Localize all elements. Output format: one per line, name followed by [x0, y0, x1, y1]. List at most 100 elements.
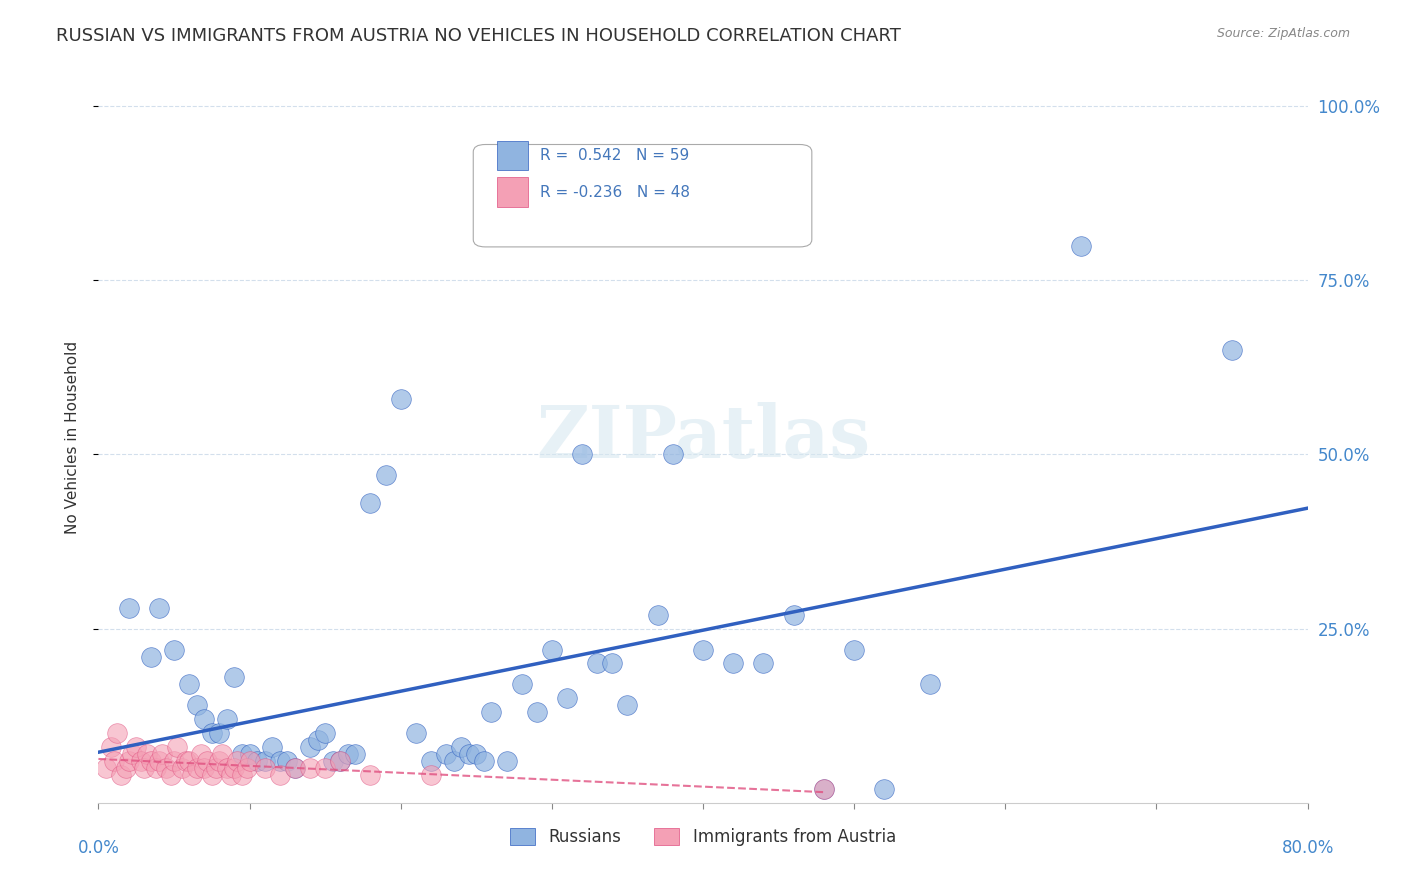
Point [174, 754, 197, 768]
Point [465, 747, 488, 761]
Point [160, 768, 183, 782]
Point [148, 754, 170, 768]
Point [284, 761, 307, 775]
Point [873, 781, 896, 796]
Text: RUSSIAN VS IMMIGRANTS FROM AUSTRIA NO VEHICLES IN HOUSEHOLD CORRELATION CHART: RUSSIAN VS IMMIGRANTS FROM AUSTRIA NO VE… [56, 27, 901, 45]
Point [420, 768, 443, 782]
Point [314, 726, 336, 740]
Point [661, 448, 683, 462]
Point [246, 754, 269, 768]
Point [813, 781, 835, 796]
Point [276, 754, 298, 768]
Point [723, 657, 745, 671]
Text: 0.0%: 0.0% [77, 839, 120, 857]
Point [389, 392, 412, 406]
Point [269, 754, 291, 768]
Point [121, 747, 143, 761]
Point [179, 677, 201, 691]
Legend: Russians, Immigrants from Austria: Russians, Immigrants from Austria [503, 822, 903, 853]
Point [360, 768, 382, 782]
Point [314, 761, 336, 775]
Point [571, 448, 593, 462]
Point [226, 754, 249, 768]
Point [374, 468, 396, 483]
Y-axis label: No Vehicles in Household: No Vehicles in Household [65, 341, 80, 533]
Point [1070, 238, 1092, 252]
Text: ZIPatlas: ZIPatlas [536, 401, 870, 473]
Point [647, 607, 669, 622]
Point [110, 768, 132, 782]
Point [329, 754, 352, 768]
Point [420, 754, 443, 768]
Point [918, 677, 941, 691]
Point [166, 740, 188, 755]
Point [360, 496, 382, 510]
Point [783, 607, 806, 622]
Point [224, 761, 246, 775]
Point [616, 698, 638, 713]
Point [195, 754, 218, 768]
Point [145, 761, 167, 775]
Point [239, 747, 262, 761]
Point [284, 761, 307, 775]
Point [1220, 343, 1243, 357]
Point [94, 761, 117, 775]
Point [526, 705, 548, 719]
Point [540, 642, 562, 657]
Point [150, 747, 173, 761]
Text: Source: ZipAtlas.com: Source: ZipAtlas.com [1216, 27, 1350, 40]
Text: R =  0.542   N = 59: R = 0.542 N = 59 [540, 148, 689, 163]
Point [215, 761, 238, 775]
FancyBboxPatch shape [498, 178, 527, 207]
Point [443, 754, 465, 768]
Point [307, 733, 329, 747]
Point [179, 754, 201, 768]
Point [201, 726, 224, 740]
FancyBboxPatch shape [474, 145, 811, 247]
Point [129, 754, 152, 768]
Point [299, 761, 322, 775]
Point [495, 754, 517, 768]
Point [125, 740, 148, 755]
Point [163, 754, 186, 768]
Text: 80.0%: 80.0% [1281, 839, 1334, 857]
Point [602, 657, 624, 671]
Point [322, 754, 344, 768]
Point [253, 761, 276, 775]
Point [163, 642, 186, 657]
Point [193, 761, 215, 775]
Point [269, 768, 291, 782]
Point [329, 754, 352, 768]
Point [208, 754, 231, 768]
Point [181, 768, 204, 782]
FancyBboxPatch shape [498, 141, 527, 170]
Point [103, 754, 125, 768]
Point [450, 740, 472, 755]
Point [235, 761, 257, 775]
Point [100, 740, 122, 755]
Point [132, 761, 155, 775]
Point [205, 761, 228, 775]
Point [481, 705, 503, 719]
Point [221, 768, 243, 782]
Point [299, 740, 322, 755]
Point [186, 761, 208, 775]
Point [155, 761, 177, 775]
Point [135, 747, 157, 761]
Point [472, 754, 495, 768]
Point [844, 642, 866, 657]
Text: R = -0.236   N = 48: R = -0.236 N = 48 [540, 185, 690, 200]
Point [262, 740, 284, 755]
Point [239, 754, 262, 768]
Point [336, 747, 359, 761]
Point [344, 747, 367, 761]
Point [201, 768, 224, 782]
Point [114, 761, 136, 775]
Point [231, 768, 253, 782]
Point [231, 747, 253, 761]
Point [170, 761, 193, 775]
Point [141, 754, 163, 768]
Point [434, 747, 457, 761]
Point [186, 698, 208, 713]
Point [105, 726, 128, 740]
